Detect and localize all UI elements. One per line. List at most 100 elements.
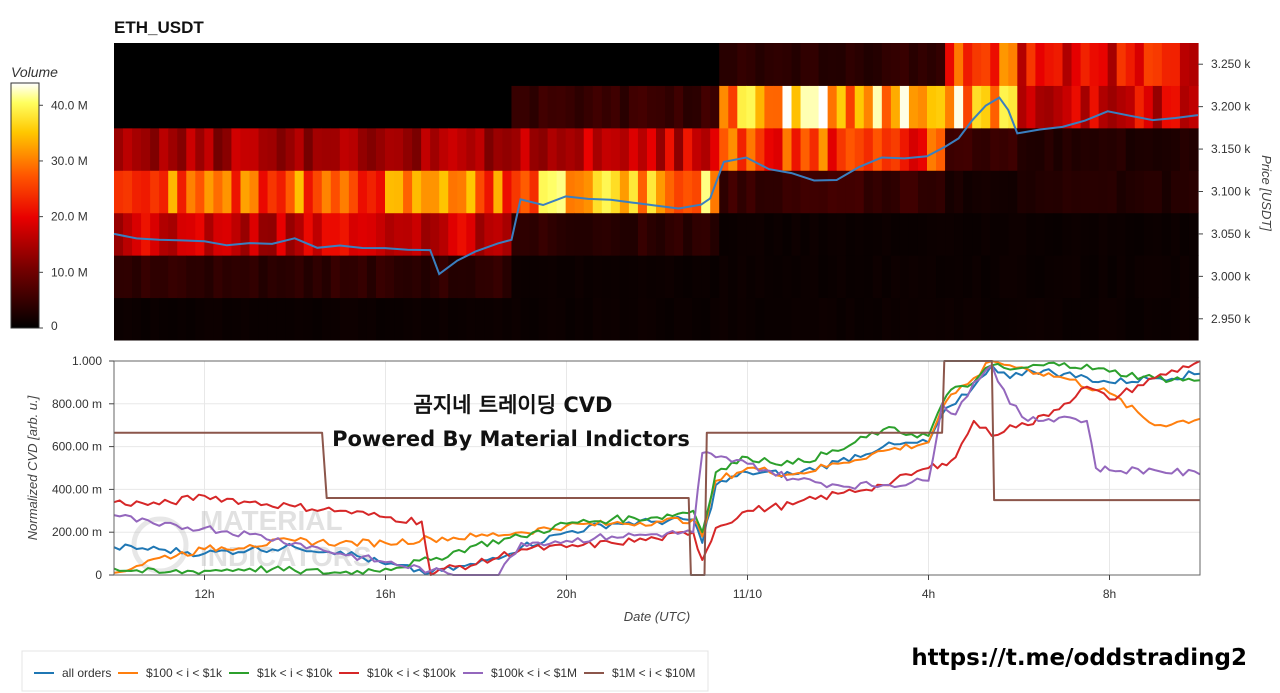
heatmap-cell (493, 43, 504, 86)
heatmap-cell (457, 297, 467, 341)
heatmap-cells (114, 43, 1199, 341)
heatmap-cell (294, 127, 305, 171)
heatmap-cell (276, 297, 287, 341)
heatmap-cell (150, 127, 160, 171)
heatmap-cell (366, 85, 377, 129)
heatmap-cell (872, 170, 883, 214)
heatmap-cell (312, 212, 323, 256)
heatmap-cell (394, 297, 404, 341)
heatmap-cell (610, 85, 621, 129)
heatmap-cell (394, 127, 404, 171)
heatmap-cell (845, 255, 856, 299)
heatmap-cell (213, 85, 223, 129)
heatmap-cell (764, 297, 775, 341)
heatmap-cell (917, 255, 928, 299)
legend-item[interactable]: all orders (34, 666, 111, 680)
heatmap-cell (1188, 297, 1199, 341)
heatmap-cell (954, 170, 964, 214)
heatmap-cell (249, 170, 260, 214)
heatmap-cell (565, 85, 576, 129)
heatmap-cell (123, 212, 133, 256)
heatmap-cell (746, 255, 756, 299)
heatmap-cell (881, 85, 892, 129)
heatmap-cell (276, 255, 287, 299)
heatmap-cell (683, 297, 693, 341)
heatmap-cell (475, 212, 485, 256)
heatmap-cell (773, 170, 784, 214)
heatmap-cell (845, 170, 856, 214)
heatmap-cell (981, 85, 991, 129)
heatmap-cell (881, 212, 892, 256)
heatmap-cell (1107, 297, 1118, 341)
heatmap-cell (538, 255, 549, 299)
heatmap-cell (674, 297, 684, 341)
heatmap-cell (782, 127, 793, 171)
heatmap-cell (1116, 43, 1127, 86)
heatmap-cell (502, 297, 513, 341)
legend-item[interactable]: $100 < i < $1k (118, 666, 223, 680)
heatmap-cell (357, 255, 368, 299)
heatmap-cell (466, 43, 476, 86)
telegram-url[interactable]: https://t.me/oddstrading2 (911, 645, 1247, 671)
heatmap-cell (936, 255, 946, 299)
heatmap-cell (412, 297, 422, 341)
heatmap-cell (917, 127, 928, 171)
heatmap-cell (222, 85, 233, 129)
heatmap-cell (818, 297, 829, 341)
heatmap-cell (249, 212, 260, 256)
heatmap-cell (195, 170, 205, 214)
heatmap-cell (276, 170, 287, 214)
heatmap-cell (141, 212, 151, 256)
heatmap-cell (493, 85, 504, 129)
heatmap-cell (592, 127, 603, 171)
heatmap-cell (1080, 255, 1091, 299)
heatmap-cell (141, 170, 151, 214)
heatmap-cell (619, 297, 630, 341)
heatmap-cell (764, 85, 775, 129)
heatmap-cell (357, 212, 368, 256)
heatmap-cell (990, 85, 1000, 129)
heatmap-cell (1089, 255, 1100, 299)
heatmap-cell (927, 297, 937, 341)
cvd-line-3 (113, 361, 1201, 576)
heatmap-cell (321, 297, 332, 341)
legend-label: all orders (62, 666, 111, 680)
heatmap-cell (1035, 255, 1046, 299)
heatmap-cell (782, 85, 793, 129)
heatmap-cell (908, 127, 919, 171)
legend-item[interactable]: $1k < i < $10k (229, 666, 333, 680)
heatmap-cell (755, 170, 765, 214)
heatmap-cell (204, 127, 214, 171)
heatmap-cell (954, 43, 964, 86)
heatmap-cell (592, 43, 603, 86)
heatmap-cell (764, 255, 775, 299)
legend-item[interactable]: $100k < i < $1M (463, 666, 577, 680)
heatmap-cell (448, 297, 458, 341)
heatmap-cell (348, 255, 359, 299)
heatmap-cell (827, 43, 838, 86)
heatmap-cell (412, 85, 422, 129)
heatmap-cell (1170, 85, 1181, 129)
heatmap-cell (267, 255, 278, 299)
heatmap-cell (773, 212, 784, 256)
heatmap-cell (683, 127, 693, 171)
heatmap-cell (1044, 170, 1055, 214)
heatmap-cell (1044, 43, 1055, 86)
heatmap-cell (403, 297, 413, 341)
cvd-y-tick-label: 800.00 m (52, 397, 102, 411)
legend-item[interactable]: $10k < i < $100k (339, 666, 457, 680)
heatmap-cell (565, 255, 576, 299)
heatmap-cell (321, 212, 332, 256)
heatmap-cell (764, 212, 775, 256)
heatmap-cell (1071, 43, 1082, 86)
heatmap-cell (493, 170, 504, 214)
heatmap-cell (511, 127, 522, 171)
heatmap-cell (646, 297, 657, 341)
heatmap-cell (1170, 297, 1181, 341)
heatmap-cell (773, 85, 784, 129)
legend-item[interactable]: $1M < i < $10M (584, 666, 695, 680)
heatmap-cell (656, 212, 666, 256)
cvd-x-tick-label: 11/10 (733, 587, 762, 601)
heatmap-cell (132, 212, 142, 256)
heatmap-cell (213, 297, 223, 341)
